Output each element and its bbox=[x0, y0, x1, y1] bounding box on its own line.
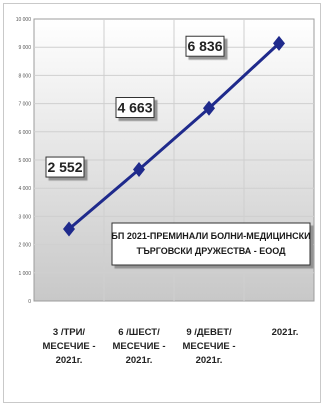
y-tick-label: 2 000 bbox=[18, 243, 31, 249]
y-tick-label: 9 000 bbox=[18, 45, 31, 51]
y-tick-label: 1 000 bbox=[18, 271, 31, 277]
x-tick-label: 9 /ДЕВЕТ/ bbox=[186, 327, 232, 338]
y-tick-label: 10 000 bbox=[16, 17, 32, 23]
data-point-marker bbox=[63, 221, 75, 237]
legend-box bbox=[111, 222, 311, 266]
data-point-marker bbox=[133, 162, 145, 178]
y-tick-label: 4 000 bbox=[18, 186, 31, 192]
data-label-box bbox=[115, 97, 155, 119]
y-tick-label: 0 bbox=[28, 299, 31, 305]
y-tick-label: 8 000 bbox=[18, 73, 31, 79]
data-point-marker bbox=[273, 35, 285, 51]
legend-label: БП 2021-ПРЕМИНАЛИ БОЛНИ-МЕДИЦИНСКИ bbox=[111, 231, 310, 241]
y-tick-label: 7 000 bbox=[18, 102, 31, 108]
data-label: 2 552 bbox=[45, 156, 85, 178]
data-label-box bbox=[185, 35, 225, 57]
data-point-marker bbox=[203, 100, 215, 116]
legend-label: ТЪРГОВСКИ ДРУЖЕСТВА - ЕООД bbox=[136, 246, 286, 256]
x-tick-label: МЕСЕЧИЕ - bbox=[42, 341, 95, 352]
x-tick-label: 6 /ШЕСТ/ bbox=[118, 327, 160, 338]
line-chart: 0 1 000 2 000 3 000 4 000 5 000 6 000 7 000 8 00… bbox=[3, 3, 321, 403]
x-tick-label: 2021г. bbox=[126, 355, 153, 366]
series-layer bbox=[63, 35, 285, 237]
data-label-box bbox=[45, 156, 85, 178]
x-tick-label: 3 /ТРИ/ bbox=[53, 327, 86, 338]
x-tick-label: 2021г. bbox=[196, 355, 223, 366]
x-tick-label: МЕСЕЧИЕ - bbox=[182, 341, 235, 352]
x-axis-ticks: 3 /ТРИ/МЕСЕЧИЕ - 2021г. 6 /ШЕСТ/МЕСЕЧИЕ - 2… bbox=[42, 327, 298, 366]
data-label: 6 836 bbox=[185, 35, 225, 57]
x-tick-label: МЕСЕЧИЕ - bbox=[112, 341, 165, 352]
y-axis-ticks: 0 1 000 2 000 3 000 4 000 5 000 6 000 7 000 8 00… bbox=[16, 17, 32, 305]
y-tick-label: 6 000 bbox=[18, 130, 31, 136]
data-label-text: 4 663 bbox=[117, 100, 152, 116]
y-tick-label: 3 000 bbox=[18, 214, 31, 220]
chart-frame: 0 1 000 2 000 3 000 4 000 5 000 6 000 7 000 8 00… bbox=[3, 3, 321, 403]
data-label-text: 6 836 bbox=[187, 38, 222, 54]
y-tick-label: 5 000 bbox=[18, 158, 31, 164]
legend-layer: БП 2021-ПРЕМИНАЛИ БОЛНИ-МЕДИЦИНСКИ ТЪРГОВ… bbox=[111, 222, 311, 266]
x-tick-label: 2021г. bbox=[272, 327, 299, 338]
x-tick-label: 2021г. bbox=[56, 355, 83, 366]
data-label-text: 2 552 bbox=[47, 159, 82, 175]
series-line bbox=[68, 42, 281, 231]
data-label: 4 663 bbox=[115, 97, 155, 119]
